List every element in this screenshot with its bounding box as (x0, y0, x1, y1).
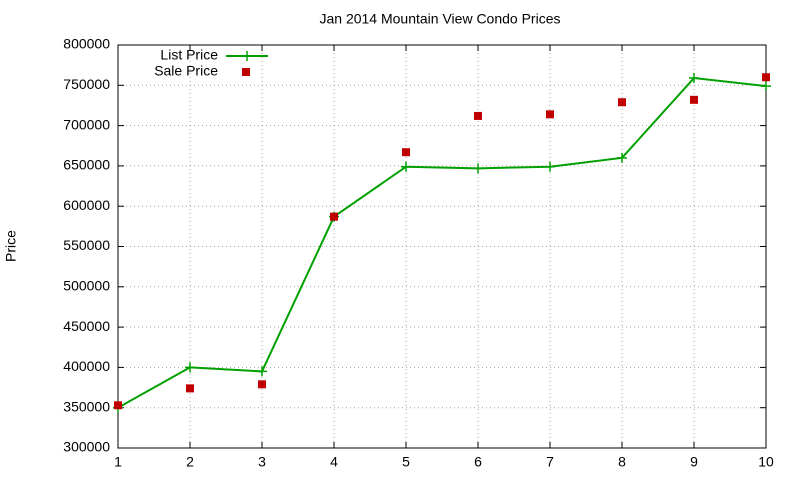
x-tick-label: 9 (690, 454, 698, 470)
point-marker (257, 366, 267, 377)
point-marker (690, 95, 698, 104)
y-tick-label: 300000 (63, 439, 110, 455)
point-marker (402, 148, 410, 157)
plot-border (117, 44, 767, 449)
legend-swatch (242, 68, 250, 76)
chart-title: Jan 2014 Mountain View Condo Prices (319, 11, 560, 27)
x-tick-label: 4 (330, 454, 338, 470)
y-tick-label: 600000 (63, 197, 110, 213)
y-tick-label: 450000 (63, 318, 110, 334)
point-marker (114, 401, 122, 410)
point-marker (401, 161, 411, 172)
x-tick-label: 8 (618, 454, 626, 470)
x-tick-label: 10 (758, 454, 774, 470)
point-marker (545, 161, 555, 172)
x-tick-label: 7 (546, 454, 554, 470)
y-tick-label: 650000 (63, 157, 110, 173)
point-marker (473, 163, 483, 174)
x-tick-label: 2 (186, 454, 194, 470)
legend-label: Sale Price (154, 63, 218, 79)
point-marker (761, 81, 771, 92)
point-marker (258, 380, 266, 389)
y-tick-label: 700000 (63, 116, 110, 132)
point-marker (617, 152, 627, 163)
x-tick-label: 5 (402, 454, 410, 470)
point-marker (474, 111, 482, 120)
line-series (117, 76, 767, 409)
legend-swatch (242, 51, 252, 61)
x-tick-label: 6 (474, 454, 482, 470)
point-marker (330, 212, 338, 221)
y-axis-label: Price (3, 230, 19, 262)
x-tick-label: 1 (114, 454, 122, 470)
point-marker (186, 384, 194, 393)
point-marker (185, 362, 195, 373)
y-tick-label: 350000 (63, 398, 110, 414)
y-tick-label: 550000 (63, 237, 110, 253)
x-tick-label: 3 (258, 454, 266, 470)
point-marker (546, 110, 554, 119)
y-tick-label: 400000 (63, 358, 110, 374)
point-marker (762, 73, 770, 82)
legend-label: List Price (160, 47, 218, 63)
point-marker (689, 73, 699, 84)
y-tick-label: 750000 (63, 76, 110, 92)
y-tick-label: 500000 (63, 278, 110, 294)
point-marker (618, 98, 626, 107)
y-tick-label: 800000 (63, 36, 110, 52)
